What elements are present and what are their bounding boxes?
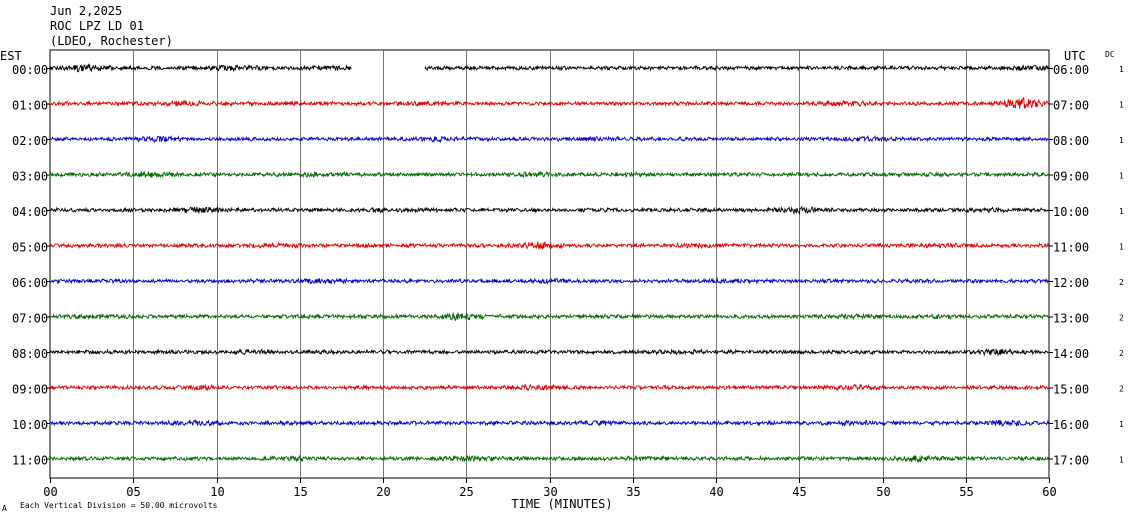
x-tick-label-20: 20 [376,485,390,499]
est-hour-label: 07:00 [12,312,48,326]
utc-hour-label: 06:00 [1053,63,1089,77]
dc-offset-label: 1 [1119,136,1124,145]
est-hour-label: 00:00 [12,63,48,77]
x-tick-label-05: 05 [126,485,140,499]
right-timezone-label: UTC [1064,49,1086,63]
est-hour-label: 09:00 [12,383,48,397]
dc-offset-label: 1 [1119,420,1124,429]
station-location: (LDEO, Rochester) [50,34,173,48]
utc-hour-label: 17:00 [1053,454,1089,468]
trace-04:00 [49,205,1049,216]
x-tick-label-10: 10 [210,485,224,499]
station-code: ROC LPZ LD 01 [50,19,144,33]
dc-label: DC [1105,50,1115,59]
x-tick-label-25: 25 [459,485,473,499]
dc-offset-label: 1 [1119,65,1124,74]
trace-07:00 [49,311,1049,322]
est-hour-label: 03:00 [12,170,48,184]
est-hour-label: 10:00 [12,418,48,432]
trace-11:00 [49,454,1049,463]
x-tick-label-35: 35 [626,485,640,499]
utc-hour-label: 12:00 [1053,276,1089,290]
trace-05:00 [49,241,1049,250]
est-hour-label: 01:00 [12,99,48,113]
x-tick-label-00: 00 [43,485,57,499]
dc-offset-label: 1 [1119,101,1124,110]
dc-offset-label: 1 [1119,207,1124,216]
utc-hour-label: 08:00 [1053,134,1089,148]
utc-hour-label: 16:00 [1053,418,1089,432]
left-timezone-label: EST [0,49,22,63]
x-tick-label-55: 55 [959,485,973,499]
est-hour-label: 05:00 [12,241,48,255]
est-hour-label: 04:00 [12,205,48,219]
trace-03:00 [49,170,1049,179]
x-tick-label-60: 60 [1042,485,1056,499]
utc-hour-label: 11:00 [1053,241,1089,255]
dc-offset-label: 2 [1119,349,1124,358]
x-tick-label-45: 45 [792,485,806,499]
chart-date: Jun 2,2025 [50,4,123,18]
utc-hour-label: 13:00 [1053,312,1089,326]
corner-mark: A [2,504,7,513]
trace-06:00 [49,277,1049,285]
plot-frame [49,49,1050,479]
est-hour-label: 06:00 [12,276,48,290]
dc-offset-label: 1 [1119,243,1124,252]
x-tick-label-15: 15 [293,485,307,499]
dc-offset-label: 2 [1119,278,1124,287]
x-axis-title: TIME (MINUTES) [511,497,612,511]
x-tick-label-50: 50 [876,485,890,499]
est-hour-label: 02:00 [12,134,48,148]
utc-hour-label: 10:00 [1053,205,1089,219]
trace-02:00 [49,134,1049,144]
utc-hour-label: 07:00 [1053,99,1089,113]
dc-offset-label: 2 [1119,314,1124,323]
trace-08:00 [49,347,1049,357]
trace-09:00 [49,383,1049,392]
utc-hour-label: 09:00 [1053,170,1089,184]
dc-offset-label: 1 [1119,172,1124,181]
est-hour-label: 11:00 [12,454,48,468]
dc-offset-label: 1 [1119,456,1124,465]
trace-00:00 [49,63,1049,73]
utc-hour-label: 14:00 [1053,347,1089,361]
est-hour-label: 08:00 [12,347,48,361]
x-tick-label-40: 40 [709,485,723,499]
dc-offset-label: 2 [1119,385,1124,394]
x-tick-label-30: 30 [543,485,557,499]
utc-hour-label: 15:00 [1053,383,1089,397]
trace-10:00 [49,418,1049,428]
trace-01:00 [49,96,1049,109]
scale-note: Each Vertical Division = 50.00 microvolt… [20,501,218,510]
